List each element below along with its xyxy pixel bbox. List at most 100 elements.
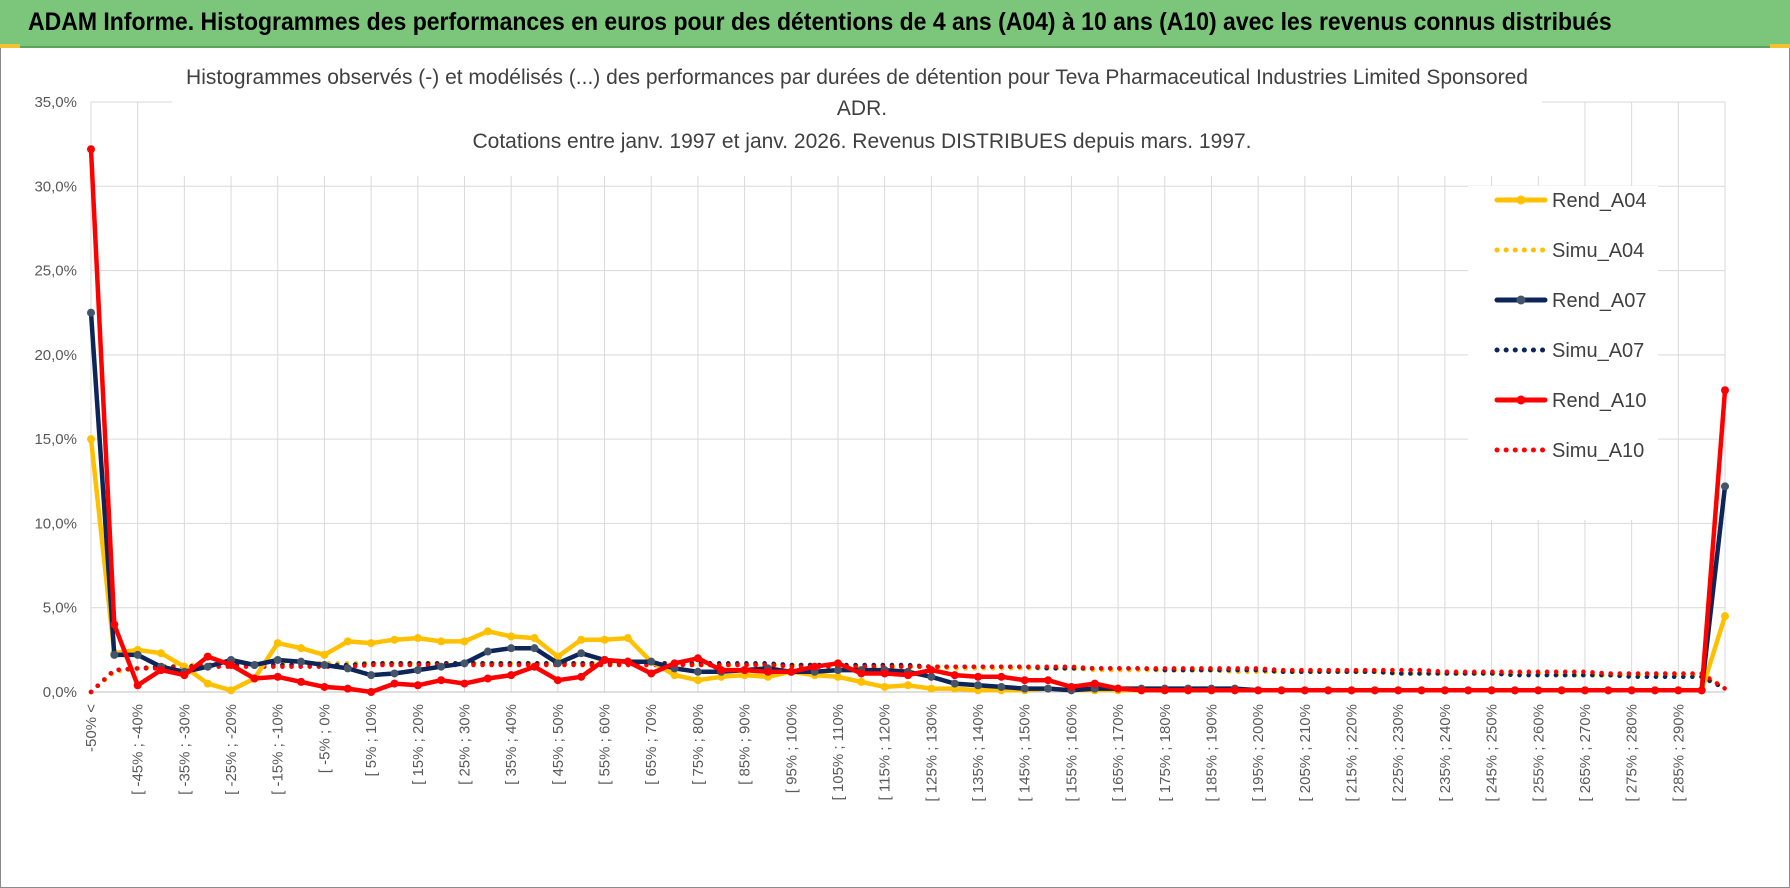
marker-Rend_A07 — [927, 672, 936, 681]
marker-Rend_A04 — [367, 639, 376, 648]
marker-Rend_A10 — [1370, 686, 1379, 695]
x-tick-label: [ 25% ; 30% — [456, 704, 473, 785]
marker-Rend_A10 — [1254, 686, 1263, 695]
y-tick-label: 20,0% — [34, 347, 77, 364]
x-tick-label: [ 235% ; 240% — [1437, 704, 1454, 802]
marker-Rend_A10 — [203, 652, 212, 661]
x-tick-label: [ 75% ; 80% — [690, 704, 707, 785]
y-tick-label: 5,0% — [43, 600, 77, 617]
legend-background — [1468, 186, 1658, 520]
x-tick-label: [ 115% ; 120% — [877, 704, 894, 800]
marker-Rend_A04 — [320, 650, 329, 659]
marker-Rend_A10 — [1674, 686, 1683, 695]
marker-Rend_A10 — [647, 669, 656, 678]
marker-Rend_A07 — [367, 671, 376, 680]
marker-Rend_A10 — [367, 688, 376, 696]
x-tick-label: [ 195% ; 200% — [1250, 704, 1267, 802]
chart-title: Histogrammes observés (-) et modélisés (… — [172, 58, 1542, 176]
marker-Rend_A10 — [1510, 686, 1519, 695]
marker-Rend_A10 — [833, 659, 842, 668]
marker-Rend_A10 — [483, 674, 492, 683]
marker-Rend_A10 — [810, 662, 819, 671]
marker-Rend_A07 — [950, 679, 959, 688]
marker-Rend_A10 — [320, 682, 329, 691]
marker-Rend_A10 — [553, 676, 562, 685]
x-tick-label: [ -5% ; 0% — [316, 704, 333, 773]
x-tick-label: [ -15% ; -10% — [270, 704, 287, 795]
marker-Rend_A04 — [927, 684, 936, 693]
marker-Rend_A04 — [157, 649, 166, 658]
marker-Rend_A07 — [413, 666, 422, 675]
x-tick-label: [ 215% ; 220% — [1344, 704, 1361, 802]
marker-Rend_A07 — [320, 661, 329, 670]
histogram-chart: Histogrammes observés (-) et modélisés (… — [34, 58, 1729, 802]
marker-Rend_A10 — [763, 667, 772, 676]
marker-Rend_A10 — [530, 662, 539, 671]
marker-Rend_A07 — [974, 681, 983, 690]
marker-Rend_A10 — [1277, 686, 1286, 695]
marker-Rend_A10 — [437, 676, 446, 685]
x-tick-label: [ 175% ; 180% — [1157, 704, 1174, 802]
marker-Rend_A10 — [1020, 676, 1029, 685]
marker-Rend_A07 — [87, 308, 95, 317]
marker-Rend_A10 — [1721, 386, 1729, 395]
marker-Rend_A10 — [133, 681, 142, 690]
legend-marker-Rend_A07 — [1516, 295, 1526, 305]
marker-Rend_A07 — [250, 661, 259, 670]
marker-Rend_A04 — [87, 435, 95, 444]
marker-Rend_A10 — [1580, 686, 1589, 695]
marker-Rend_A07 — [553, 659, 562, 668]
header-bar: ADAM Informe. Histogrammes des performan… — [0, 0, 1790, 48]
legend: Rend_A04 Simu_A04 Rend_A07 Simu_A07 Rend_A10… — [1468, 186, 1658, 520]
y-tick-label: 15,0% — [34, 431, 77, 448]
marker-Rend_A10 — [507, 671, 516, 680]
x-tick-label: [ 35% ; 40% — [503, 704, 520, 785]
x-tick-label: [ 265% ; 270% — [1577, 704, 1594, 802]
marker-Rend_A10 — [880, 669, 889, 678]
marker-Rend_A04 — [530, 634, 539, 643]
legend-marker-Rend_A04 — [1516, 195, 1526, 205]
marker-Rend_A10 — [1230, 686, 1239, 695]
marker-Rend_A10 — [1044, 676, 1053, 685]
marker-Rend_A10 — [740, 666, 749, 675]
marker-Rend_A10 — [1347, 686, 1356, 695]
marker-Rend_A10 — [1487, 686, 1496, 695]
marker-Rend_A07 — [997, 682, 1006, 691]
marker-Rend_A07 — [390, 669, 399, 678]
x-tick-label: -50% < — [83, 704, 100, 752]
x-tick-label: [ 85% ; 90% — [737, 704, 754, 785]
x-tick-label: [ 275% ; 280% — [1624, 704, 1641, 802]
marker-Rend_A04 — [343, 637, 352, 646]
marker-Rend_A04 — [577, 635, 586, 644]
marker-Rend_A10 — [577, 672, 586, 681]
marker-Rend_A10 — [1464, 686, 1473, 695]
x-tick-label: [ 135% ; 140% — [970, 704, 987, 802]
y-tick-label: 25,0% — [34, 263, 77, 280]
x-tick-label: [ 145% ; 150% — [1017, 704, 1034, 802]
marker-Rend_A04 — [670, 671, 679, 680]
marker-Rend_A10 — [157, 666, 166, 675]
x-tick-label: [ 155% ; 160% — [1063, 704, 1080, 802]
marker-Rend_A10 — [390, 679, 399, 688]
marker-Rend_A07 — [647, 657, 656, 666]
marker-Rend_A10 — [1207, 686, 1216, 695]
marker-Rend_A10 — [623, 657, 632, 666]
series-Simu_A10 — [88, 662, 1728, 695]
marker-Rend_A10 — [974, 672, 983, 681]
marker-Rend_A04 — [857, 677, 866, 686]
marker-Rend_A10 — [1417, 686, 1426, 695]
legend-label-Simu_A10: Simu_A10 — [1552, 440, 1644, 462]
legend-label-Rend_A10: Rend_A10 — [1552, 390, 1647, 412]
marker-Rend_A07 — [1721, 482, 1729, 491]
chart-title-line-1: Histogrammes observés (-) et modélisés (… — [186, 66, 1528, 89]
marker-Rend_A10 — [997, 672, 1006, 681]
marker-Rend_A10 — [180, 671, 189, 680]
marker-Rend_A04 — [600, 635, 609, 644]
chart-title-line-2: ADR. — [837, 97, 887, 120]
marker-Rend_A10 — [1627, 686, 1636, 695]
marker-Rend_A10 — [857, 669, 866, 678]
marker-Rend_A07 — [203, 662, 212, 671]
marker-Rend_A10 — [717, 666, 726, 675]
y-tick-label: 30,0% — [34, 178, 77, 195]
chart-title-line-3: Cotations entre janv. 1997 et janv. 2026… — [473, 130, 1252, 153]
